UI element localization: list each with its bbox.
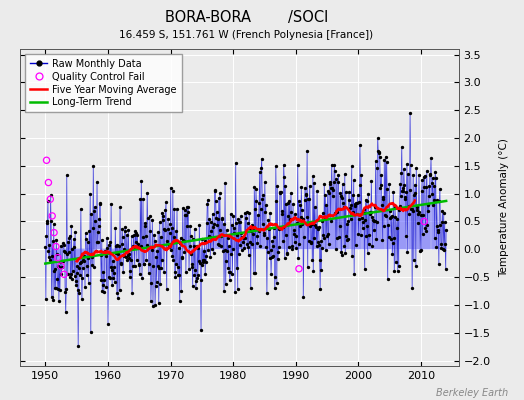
Y-axis label: Temperature Anomaly (°C): Temperature Anomaly (°C) — [499, 138, 509, 277]
Text: 16.459 S, 151.761 W (French Polynesia [France]): 16.459 S, 151.761 W (French Polynesia [F… — [119, 30, 373, 40]
Point — [420, 218, 429, 225]
Point — [295, 266, 303, 272]
Point — [48, 213, 57, 219]
Text: BORA-BORA        /SOCI: BORA-BORA /SOCI — [165, 10, 328, 25]
Point — [50, 230, 58, 236]
Point — [53, 254, 62, 261]
Point — [60, 271, 68, 278]
Point — [44, 179, 52, 186]
Point — [57, 263, 65, 269]
Point — [46, 196, 54, 202]
Point — [52, 243, 60, 250]
Text: Berkeley Earth: Berkeley Earth — [436, 388, 508, 398]
Legend: Raw Monthly Data, Quality Control Fail, Five Year Moving Average, Long-Term Tren: Raw Monthly Data, Quality Control Fail, … — [25, 54, 182, 112]
Point — [42, 157, 51, 164]
